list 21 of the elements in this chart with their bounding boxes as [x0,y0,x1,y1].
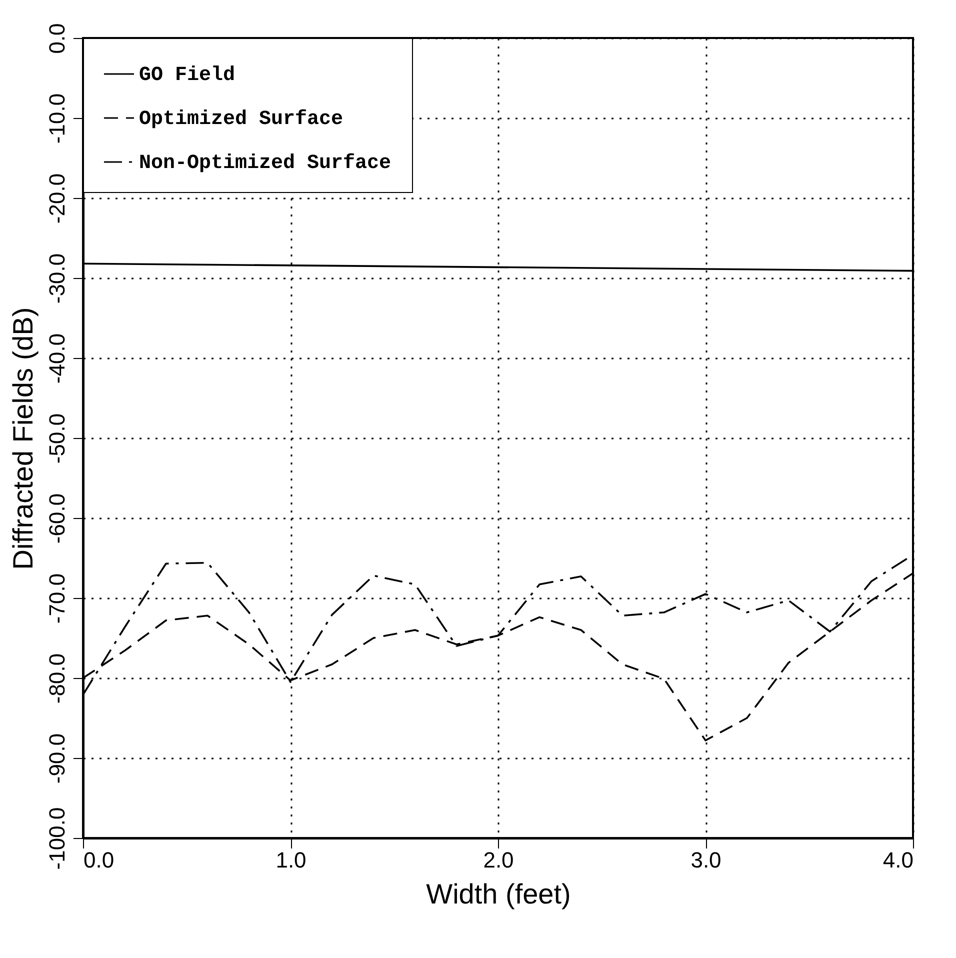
y-tick-label: -90.0 [44,733,70,784]
y-tick-label: -50.0 [44,413,70,464]
legend-label: Non-Optimized Surface [139,152,392,175]
x-tick-label: 1.0 [276,848,306,872]
y-tick-label: -100.0 [44,807,70,870]
y-tick-label: -70.0 [44,573,70,624]
x-tick-label: 4.0 [882,848,914,872]
y-tick-label: -30.0 [44,253,70,304]
y-tick-label: 0.0 [44,23,70,54]
y-axis-title: Diffracted Fields (dB) [8,307,38,570]
x-tick-label: 0.0 [84,848,114,872]
legend-label: GO Field [139,64,236,87]
y-tick-label: -80.0 [44,653,70,704]
y-tick-label: -60.0 [44,493,70,544]
y-tick-label: -40.0 [44,333,70,384]
y-tick-label: -10.0 [44,93,70,144]
legend-label: Optimized Surface [139,108,344,131]
x-tick-label: 3.0 [690,848,722,872]
y-tick-label: -20.0 [44,173,70,224]
x-axis-title: Width (feet) [426,878,571,910]
x-tick-label: 2.0 [483,848,514,872]
